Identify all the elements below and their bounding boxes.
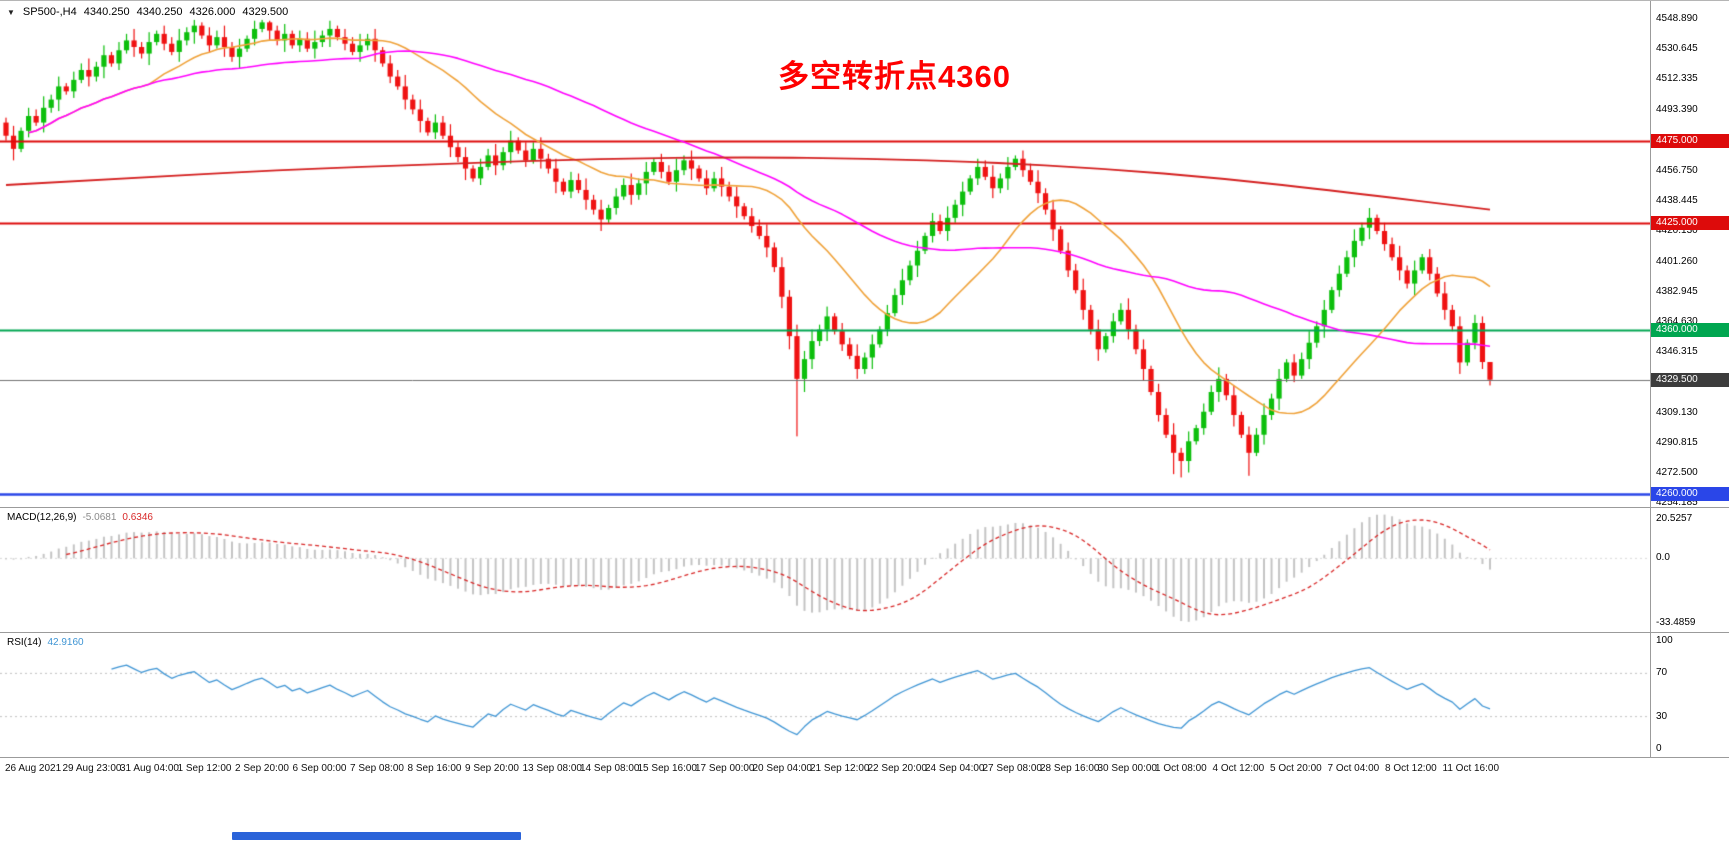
price-level-badge: 4360.000 — [1651, 322, 1729, 337]
time-label: 5 Oct 20:00 — [1270, 763, 1322, 774]
rsi-value: 42.9160 — [47, 637, 84, 648]
price-tick: 4309.130 — [1656, 407, 1698, 419]
time-label: 4 Oct 12:00 — [1212, 763, 1265, 774]
price-tick: 4512.335 — [1656, 73, 1698, 85]
time-label: 9 Sep 20:00 — [465, 763, 519, 774]
main-chart-panel: ▼ SP500-,H4 4340.250 4340.250 4326.000 4… — [0, 1, 1729, 509]
time-axis[interactable]: 26 Aug 2021 29 Aug 23:00 31 Aug 04:00 1 Sep… — [0, 758, 1729, 780]
candlestick-chart-canvas[interactable] — [0, 1, 1650, 507]
bottom-scrollbar-thumb[interactable] — [232, 832, 521, 840]
macd-axis[interactable]: 20.5257 0.0 -33.4859 — [1650, 508, 1729, 632]
price-level-badge: 4425.000 — [1651, 215, 1729, 230]
panel-separator[interactable] — [0, 507, 1729, 508]
time-label: 15 Sep 16:00 — [637, 763, 698, 774]
time-label: 21 Sep 12:00 — [810, 763, 870, 774]
time-label: 7 Oct 04:00 — [1327, 763, 1380, 774]
time-label: 8 Oct 12:00 — [1385, 763, 1437, 774]
symbol-dropdown-icon[interactable]: ▼ — [7, 8, 15, 17]
rsi-axis-tick: 30 — [1656, 710, 1668, 722]
price-tick: 4364.630 — [1656, 315, 1698, 327]
time-label: 29 Aug 23:00 — [62, 763, 122, 774]
macd-axis-tick: 20.5257 — [1656, 512, 1693, 524]
rsi-panel: RSI(14) 42.9160 100 70 30 0 — [0, 633, 1729, 757]
rsi-chart-canvas[interactable] — [0, 633, 1650, 757]
time-label: 7 Sep 08:00 — [350, 763, 404, 774]
price-tick: 4456.750 — [1656, 164, 1698, 176]
price-tick: 4530.645 — [1656, 43, 1698, 55]
symbol-timeframe-label: SP500-,H4 — [22, 6, 77, 18]
macd-axis-tick: 0.0 — [1656, 552, 1670, 564]
rsi-axis-tick: 0 — [1656, 743, 1662, 754]
price-tick: 4548.890 — [1656, 13, 1698, 25]
price-tick: 4382.945 — [1656, 285, 1698, 297]
ohlc-high: 4340.250 — [136, 6, 183, 18]
time-label: 24 Sep 04:00 — [925, 763, 985, 774]
price-tick: 4346.315 — [1656, 346, 1698, 358]
time-label: 26 Aug 2021 — [5, 763, 62, 774]
time-label: 1 Sep 12:00 — [177, 763, 232, 774]
macd-signal-value: 0.6346 — [122, 512, 153, 523]
time-label: 8 Sep 16:00 — [407, 763, 462, 774]
price-tick: 4254.185 — [1656, 497, 1698, 509]
price-tick: 4272.500 — [1656, 467, 1698, 479]
macd-panel: MACD(12,26,9) -5.0681 0.6346 20.5257 0.0 -… — [0, 508, 1729, 632]
annotation-text: 多空转折点4360 — [778, 59, 1011, 94]
rsi-axis-tick: 70 — [1656, 667, 1668, 679]
price-tick: 4290.815 — [1656, 437, 1698, 449]
price-tick: 4401.260 — [1656, 255, 1698, 267]
time-label: 11 Oct 16:00 — [1442, 763, 1500, 774]
price-tick: 4420.130 — [1656, 224, 1698, 236]
price-level-badge: 4329.500 — [1651, 372, 1729, 387]
macd-main-value: -5.0681 — [82, 512, 117, 523]
time-label: 1 Oct 08:00 — [1155, 763, 1207, 774]
time-label: 14 Sep 08:00 — [580, 763, 640, 774]
time-label: 20 Sep 04:00 — [752, 763, 813, 774]
chart-title: ▼ SP500-,H4 4340.250 4340.250 4326.000 4… — [7, 6, 288, 18]
ohlc-close: 4329.500 — [242, 6, 289, 18]
panel-separator[interactable] — [0, 632, 1729, 633]
ohlc-open: 4340.250 — [83, 6, 130, 18]
price-level-badge: 4260.000 — [1651, 486, 1729, 501]
time-label: 2 Sep 20:00 — [235, 763, 289, 774]
ohlc-low: 4326.000 — [189, 6, 236, 18]
macd-axis-tick: -33.4859 — [1656, 617, 1696, 629]
price-tick: 4438.445 — [1656, 194, 1698, 206]
rsi-axis-tick: 100 — [1656, 635, 1673, 646]
time-label: 6 Sep 00:00 — [292, 763, 347, 774]
macd-chart-canvas[interactable] — [0, 508, 1650, 632]
rsi-indicator-name: RSI(14) — [7, 637, 42, 648]
macd-indicator-name: MACD(12,26,9) — [7, 512, 77, 523]
bottom-strip — [0, 831, 1729, 841]
price-tick: 4493.390 — [1656, 104, 1698, 116]
time-label: 30 Sep 00:00 — [1097, 763, 1158, 774]
rsi-label: RSI(14) 42.9160 — [7, 637, 84, 648]
time-label: 27 Sep 08:00 — [982, 763, 1043, 774]
price-axis[interactable]: 4548.890 4530.645 4512.335 4493.390 4456.750… — [1650, 1, 1729, 509]
time-label: 22 Sep 20:00 — [867, 763, 928, 774]
time-label: 28 Sep 16:00 — [1040, 763, 1100, 774]
macd-label: MACD(12,26,9) -5.0681 0.6346 — [7, 512, 153, 523]
time-label: 13 Sep 08:00 — [522, 763, 583, 774]
time-label: 17 Sep 00:00 — [695, 763, 755, 774]
panel-separator[interactable] — [0, 757, 1729, 758]
time-label: 31 Aug 04:00 — [120, 763, 179, 774]
price-level-badge: 4475.000 — [1651, 133, 1729, 148]
rsi-axis[interactable]: 100 70 30 0 — [1650, 633, 1729, 757]
